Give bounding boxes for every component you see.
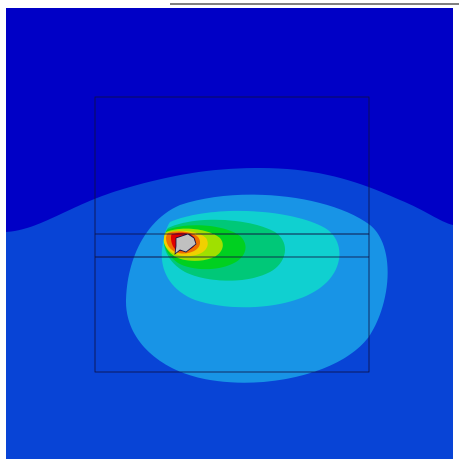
outline-lower-domain [94, 256, 370, 373]
irregular-polygon-icon [174, 233, 197, 255]
